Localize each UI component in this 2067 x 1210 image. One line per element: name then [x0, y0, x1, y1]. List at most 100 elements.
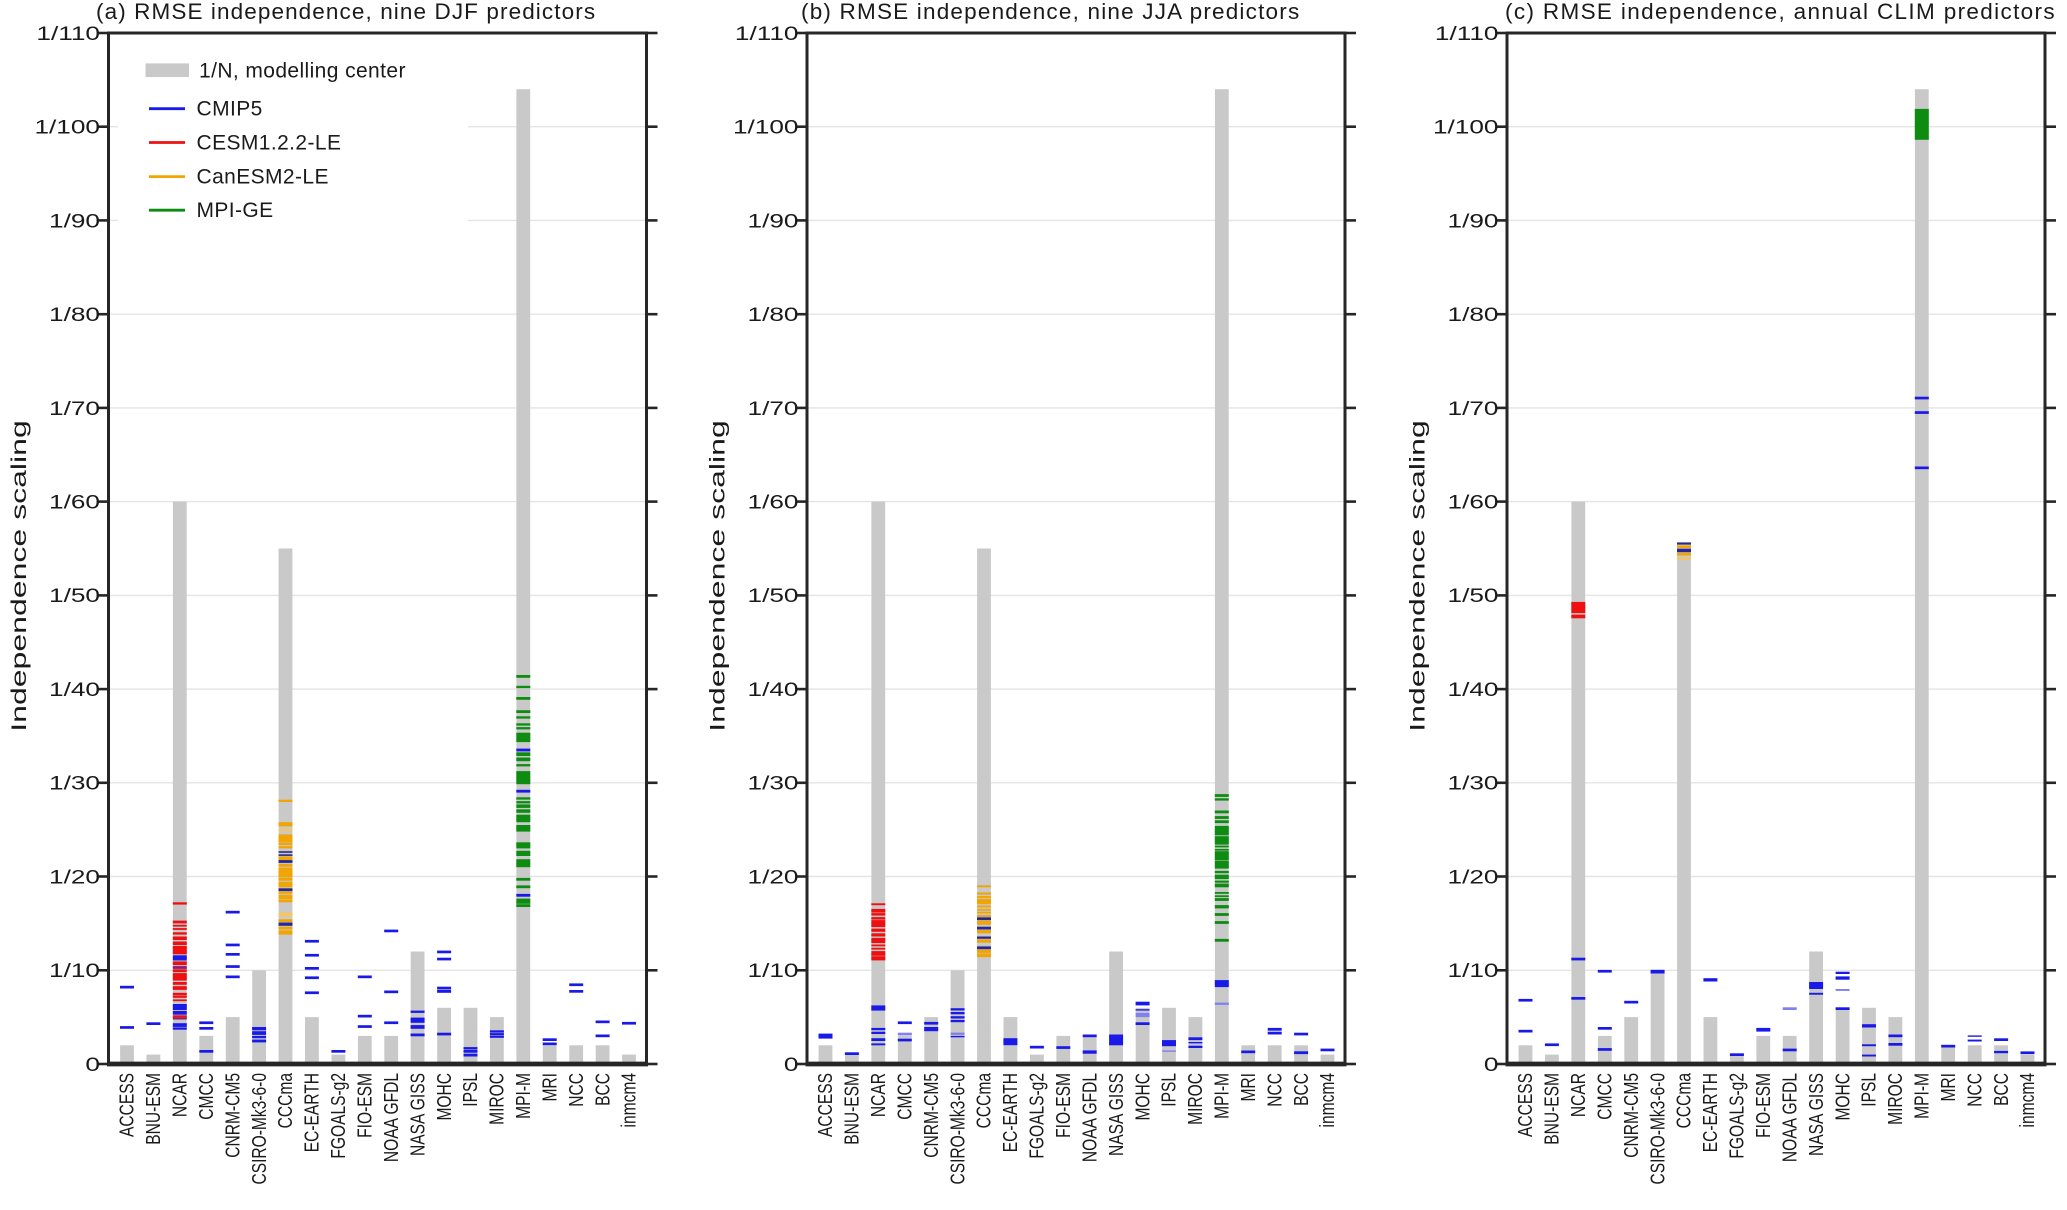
svg-text:CMCC: CMCC — [893, 1073, 916, 1120]
svg-text:NOAA GFDL: NOAA GFDL — [380, 1073, 403, 1162]
svg-text:1/N, modelling center: 1/N, modelling center — [199, 60, 406, 83]
svg-text:NCC: NCC — [1263, 1073, 1286, 1107]
svg-text:EC-EARTH: EC-EARTH — [1699, 1073, 1722, 1152]
svg-text:1/90: 1/90 — [49, 210, 100, 232]
svg-text:NASA GISS: NASA GISS — [1805, 1073, 1828, 1156]
svg-text:NCAR: NCAR — [1567, 1073, 1590, 1117]
svg-text:Independence scaling: Independence scaling — [705, 420, 729, 732]
svg-text:CSIRO-Mk3-6-0: CSIRO-Mk3-6-0 — [1646, 1073, 1669, 1185]
svg-text:FIO-ESM: FIO-ESM — [1052, 1073, 1075, 1138]
svg-text:MPI-M: MPI-M — [512, 1073, 535, 1119]
svg-text:inmcm4: inmcm4 — [618, 1073, 641, 1127]
svg-text:IPSL: IPSL — [459, 1073, 482, 1107]
svg-text:BNU-ESM: BNU-ESM — [142, 1073, 165, 1145]
svg-text:1/70: 1/70 — [1448, 397, 1499, 419]
svg-text:MOHC: MOHC — [433, 1073, 456, 1121]
svg-text:(c) RMSE independence, annual: (c) RMSE independence, annual CLIM predi… — [1505, 0, 2056, 24]
svg-text:1/90: 1/90 — [1448, 210, 1499, 232]
svg-text:CCCma: CCCma — [973, 1072, 996, 1128]
svg-text:1/110: 1/110 — [36, 22, 100, 44]
svg-text:1/30: 1/30 — [1448, 772, 1499, 794]
svg-text:ACCESS: ACCESS — [1514, 1073, 1537, 1137]
svg-text:MIROC: MIROC — [486, 1073, 509, 1125]
svg-text:Independence scaling: Independence scaling — [6, 420, 30, 732]
svg-text:CMIP5: CMIP5 — [197, 98, 263, 121]
svg-text:EC-EARTH: EC-EARTH — [999, 1073, 1022, 1152]
svg-text:FIO-ESM: FIO-ESM — [353, 1073, 376, 1138]
svg-text:1/80: 1/80 — [49, 304, 100, 326]
svg-text:NASA GISS: NASA GISS — [406, 1073, 429, 1156]
svg-text:CMCC: CMCC — [1593, 1073, 1616, 1120]
svg-text:1/110: 1/110 — [735, 22, 799, 44]
svg-text:1/80: 1/80 — [1448, 304, 1499, 326]
svg-text:ACCESS: ACCESS — [814, 1073, 837, 1137]
svg-text:1/20: 1/20 — [49, 866, 100, 888]
svg-text:1/60: 1/60 — [49, 491, 100, 513]
svg-text:Independence scaling: Independence scaling — [1405, 420, 1429, 732]
svg-text:1/50: 1/50 — [49, 585, 100, 607]
svg-text:CMCC: CMCC — [195, 1073, 218, 1120]
svg-text:1/20: 1/20 — [748, 866, 799, 888]
svg-text:IPSL: IPSL — [1158, 1073, 1181, 1107]
svg-text:BCC: BCC — [591, 1073, 614, 1106]
svg-text:FIO-ESM: FIO-ESM — [1752, 1073, 1775, 1138]
svg-text:CNRM-CM5: CNRM-CM5 — [920, 1073, 943, 1158]
svg-text:IPSL: IPSL — [1858, 1073, 1881, 1107]
svg-text:NOAA GFDL: NOAA GFDL — [1078, 1073, 1101, 1162]
svg-text:1/100: 1/100 — [733, 116, 799, 138]
svg-text:NCC: NCC — [1963, 1073, 1986, 1107]
svg-text:1/70: 1/70 — [748, 397, 799, 419]
svg-text:1/60: 1/60 — [1448, 491, 1499, 513]
svg-text:MPI-M: MPI-M — [1210, 1073, 1233, 1119]
svg-text:CCCma: CCCma — [1673, 1072, 1696, 1128]
svg-text:BCC: BCC — [1290, 1073, 1313, 1106]
svg-text:1/10: 1/10 — [748, 960, 799, 982]
svg-text:inmcm4: inmcm4 — [1316, 1073, 1339, 1127]
svg-text:1/90: 1/90 — [748, 210, 799, 232]
svg-text:FGOALS-g2: FGOALS-g2 — [327, 1073, 350, 1159]
svg-text:CanESM2-LE: CanESM2-LE — [197, 166, 329, 189]
svg-text:NASA GISS: NASA GISS — [1105, 1073, 1128, 1156]
svg-text:BNU-ESM: BNU-ESM — [1541, 1073, 1564, 1145]
svg-text:0: 0 — [784, 1053, 799, 1075]
svg-text:1/100: 1/100 — [34, 116, 100, 138]
svg-text:1/30: 1/30 — [49, 772, 100, 794]
svg-text:1/10: 1/10 — [1448, 960, 1499, 982]
svg-text:NCC: NCC — [565, 1073, 588, 1107]
svg-text:MRI: MRI — [1237, 1073, 1260, 1102]
svg-text:1/40: 1/40 — [49, 679, 100, 701]
svg-text:0: 0 — [85, 1053, 100, 1075]
svg-text:1/50: 1/50 — [748, 585, 799, 607]
svg-text:FGOALS-g2: FGOALS-g2 — [1726, 1073, 1749, 1159]
svg-text:MRI: MRI — [538, 1073, 561, 1102]
svg-text:CNRM-CM5: CNRM-CM5 — [221, 1073, 244, 1158]
svg-text:ACCESS: ACCESS — [116, 1073, 139, 1137]
svg-text:1/10: 1/10 — [49, 960, 100, 982]
svg-text:CESM1.2.2-LE: CESM1.2.2-LE — [197, 132, 342, 155]
svg-text:1/100: 1/100 — [1433, 116, 1499, 138]
svg-text:CNRM-CM5: CNRM-CM5 — [1620, 1073, 1643, 1158]
svg-text:1/50: 1/50 — [1448, 585, 1499, 607]
svg-text:(b) RMSE independence, nine JJ: (b) RMSE independence, nine JJA predicto… — [801, 0, 1300, 24]
svg-text:1/70: 1/70 — [49, 397, 100, 419]
svg-text:EC-EARTH: EC-EARTH — [301, 1073, 324, 1152]
svg-text:BCC: BCC — [1990, 1073, 2013, 1106]
svg-text:CSIRO-Mk3-6-0: CSIRO-Mk3-6-0 — [946, 1073, 969, 1185]
svg-text:0: 0 — [1484, 1053, 1499, 1075]
svg-text:BNU-ESM: BNU-ESM — [841, 1073, 864, 1145]
svg-text:NCAR: NCAR — [168, 1073, 191, 1117]
svg-text:1/20: 1/20 — [1448, 866, 1499, 888]
svg-text:FGOALS-g2: FGOALS-g2 — [1026, 1073, 1049, 1159]
svg-text:MRI: MRI — [1937, 1073, 1960, 1102]
svg-text:1/110: 1/110 — [1435, 22, 1499, 44]
svg-text:1/80: 1/80 — [748, 304, 799, 326]
svg-text:(a) RMSE independence, nine DJ: (a) RMSE independence, nine DJF predicto… — [96, 0, 596, 24]
svg-text:MOHC: MOHC — [1131, 1073, 1154, 1121]
svg-text:CSIRO-Mk3-6-0: CSIRO-Mk3-6-0 — [248, 1073, 271, 1185]
svg-text:MIROC: MIROC — [1884, 1073, 1907, 1125]
svg-text:NCAR: NCAR — [867, 1073, 890, 1117]
svg-text:1/60: 1/60 — [748, 491, 799, 513]
svg-text:inmcm4: inmcm4 — [2016, 1073, 2039, 1127]
svg-text:1/40: 1/40 — [1448, 679, 1499, 701]
svg-text:MPI-GE: MPI-GE — [197, 199, 274, 222]
